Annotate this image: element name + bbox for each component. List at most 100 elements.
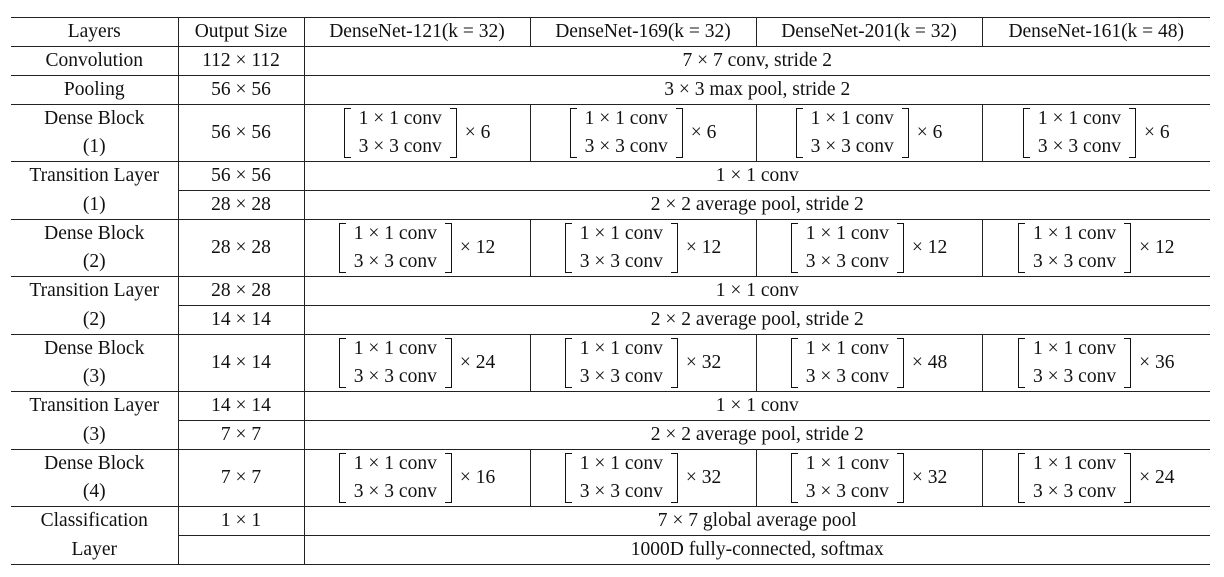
header-layers: Layers — [11, 17, 179, 47]
conv-3x3: 3 × 3 conv — [579, 481, 663, 502]
conv-3x3: 3 × 3 conv — [1033, 366, 1117, 387]
layer-name-index: (1) — [11, 190, 179, 220]
layer-name-index: Layer — [11, 535, 179, 565]
layer-name-index: (3) — [11, 420, 179, 450]
right-bracket — [444, 338, 452, 388]
right-bracket — [1128, 108, 1136, 158]
right-bracket — [444, 223, 452, 273]
bracket-group: 1 × 1 conv 3 × 3 conv × 12 — [338, 221, 496, 277]
layer-name: Transition Layer — [11, 276, 179, 306]
bracket-group: 1 × 1 conv 3 × 3 conv × 32 — [790, 451, 948, 507]
row-transition-1a: Transition Layer 56 × 56 1 × 1 conv — [11, 161, 1210, 191]
conv-3x3: 3 × 3 conv — [579, 251, 663, 272]
conv-1x1: 1 × 1 conv — [353, 338, 437, 359]
right-bracket — [901, 108, 909, 158]
output-size: 56 × 56 — [178, 75, 305, 105]
right-bracket — [1124, 338, 1132, 388]
left-bracket — [790, 338, 798, 388]
header-densenet-161: DenseNet-161(k = 48) — [982, 17, 1210, 47]
header-output-size: Output Size — [178, 17, 305, 47]
conv-stack: 1 × 1 conv 3 × 3 conv — [354, 221, 437, 277]
header-row: Layers Output Size DenseNet-121(k = 32) … — [11, 17, 1210, 47]
right-bracket — [670, 453, 678, 503]
conv-stack: 1 × 1 conv 3 × 3 conv — [353, 451, 437, 507]
row-classification-b: Layer 1000D fully-connected, softmax — [11, 535, 1210, 565]
left-bracket — [564, 223, 572, 273]
conv-3x3: 3 × 3 conv — [353, 366, 437, 387]
left-bracket — [1018, 338, 1026, 388]
repeat-count: × 36 — [1139, 352, 1175, 373]
row-dense-block-1: Dense Block (1) 56 × 56 1 × 1 conv 3 × 3 c… — [11, 104, 1210, 162]
conv-stack: 1 × 1 conv 3 × 3 conv — [810, 106, 894, 162]
conv-stack: 1 × 1 conv 3 × 3 conv — [1033, 451, 1117, 507]
dense-block-spec-0: 1 × 1 conv 3 × 3 conv × 16 — [304, 449, 531, 507]
right-bracket — [896, 223, 904, 273]
layer-desc: 1000D fully-connected, softmax — [304, 535, 1210, 565]
dense-block-spec-2: 1 × 1 conv 3 × 3 conv × 12 — [756, 219, 983, 277]
dense-block-spec-0: 1 × 1 conv 3 × 3 conv × 12 — [304, 219, 531, 277]
repeat-count: × 24 — [459, 352, 496, 373]
dense-block-spec-3: 1 × 1 conv 3 × 3 conv × 12 — [982, 219, 1210, 277]
conv-stack: 1 × 1 conv 3 × 3 conv — [1033, 336, 1117, 392]
bracket-group: 1 × 1 conv 3 × 3 conv × 12 — [790, 221, 948, 277]
conv-stack: 1 × 1 conv 3 × 3 conv — [353, 336, 437, 392]
layer-name: Transition Layer — [11, 391, 179, 421]
conv-3x3: 3 × 3 conv — [1033, 251, 1117, 272]
repeat-count: × 12 — [459, 237, 496, 258]
layer-name: Transition Layer — [11, 161, 179, 191]
row-transition-3a: Transition Layer 14 × 14 1 × 1 conv — [11, 391, 1210, 421]
bracket-group: 1 × 1 conv 3 × 3 conv × 36 — [1018, 336, 1175, 392]
conv-stack: 1 × 1 conv 3 × 3 conv — [579, 451, 663, 507]
conv-1x1: 1 × 1 conv — [1033, 223, 1117, 244]
layer-desc: 2 × 2 average pool, stride 2 — [304, 420, 1210, 450]
output-size: 28 × 28 — [178, 219, 305, 277]
right-bracket — [670, 338, 678, 388]
output-size: 7 × 7 — [178, 420, 305, 450]
left-bracket — [564, 453, 572, 503]
repeat-count: × 48 — [911, 352, 948, 373]
bracket-group: 1 × 1 conv 3 × 3 conv × 6 — [795, 106, 942, 162]
repeat-count: × 32 — [911, 467, 948, 488]
bracket-group: 1 × 1 conv 3 × 3 conv × 32 — [564, 336, 722, 392]
right-bracket — [1124, 223, 1132, 273]
right-bracket — [444, 453, 452, 503]
left-bracket — [790, 453, 798, 503]
row-pooling: Pooling 56 × 56 3 × 3 max pool, stride 2 — [11, 75, 1210, 105]
conv-1x1: 1 × 1 conv — [1033, 453, 1117, 474]
repeat-count: × 32 — [685, 352, 722, 373]
layer-desc: 3 × 3 max pool, stride 2 — [304, 75, 1210, 105]
densenet-architecture-table: Layers Output Size DenseNet-121(k = 32) … — [11, 17, 1210, 565]
repeat-count: × 12 — [911, 237, 948, 258]
bracket-group: 1 × 1 conv 3 × 3 conv × 12 — [1018, 221, 1175, 277]
left-bracket — [338, 453, 346, 503]
layer-desc: 7 × 7 global average pool — [304, 506, 1210, 536]
right-bracket — [675, 108, 683, 158]
layer-name-index: (2) — [11, 305, 179, 335]
row-dense-block-4: Dense Block (4) 7 × 7 1 × 1 conv 3 × 3 con… — [11, 449, 1210, 507]
repeat-count: × 12 — [1139, 237, 1175, 258]
right-bracket — [896, 338, 904, 388]
repeat-count: × 16 — [459, 467, 496, 488]
conv-1x1: 1 × 1 conv — [1033, 338, 1117, 359]
left-bracket — [795, 108, 803, 158]
conv-stack: 1 × 1 conv 3 × 3 conv — [579, 221, 663, 277]
dense-block-spec-1: 1 × 1 conv 3 × 3 conv × 32 — [530, 334, 757, 392]
bracket-group: 1 × 1 conv 3 × 3 conv × 32 — [564, 451, 721, 507]
bracket-group: 1 × 1 conv 3 × 3 conv × 16 — [338, 451, 496, 507]
conv-1x1: 1 × 1 conv — [353, 453, 437, 474]
conv-3x3: 3 × 3 conv — [1033, 481, 1117, 502]
conv-3x3: 3 × 3 conv — [1037, 136, 1121, 157]
layer-desc: 1 × 1 conv — [304, 391, 1210, 421]
conv-1x1: 1 × 1 conv — [579, 453, 663, 474]
left-bracket — [338, 223, 346, 273]
left-bracket — [1018, 223, 1026, 273]
layer-name: Pooling — [11, 75, 179, 105]
conv-1x1: 1 × 1 conv — [810, 108, 894, 129]
conv-1x1: 1 × 1 conv — [1037, 108, 1121, 129]
dense-block-spec-0: 1 × 1 conv 3 × 3 conv × 6 — [304, 104, 531, 162]
row-transition-3b: (3) 7 × 7 2 × 2 average pool, stride 2 — [11, 420, 1210, 450]
repeat-count: × 12 — [685, 237, 722, 258]
layer-desc: 1 × 1 conv — [304, 161, 1210, 191]
conv-stack: 1 × 1 conv 3 × 3 conv — [806, 221, 889, 277]
right-bracket — [1124, 453, 1132, 503]
